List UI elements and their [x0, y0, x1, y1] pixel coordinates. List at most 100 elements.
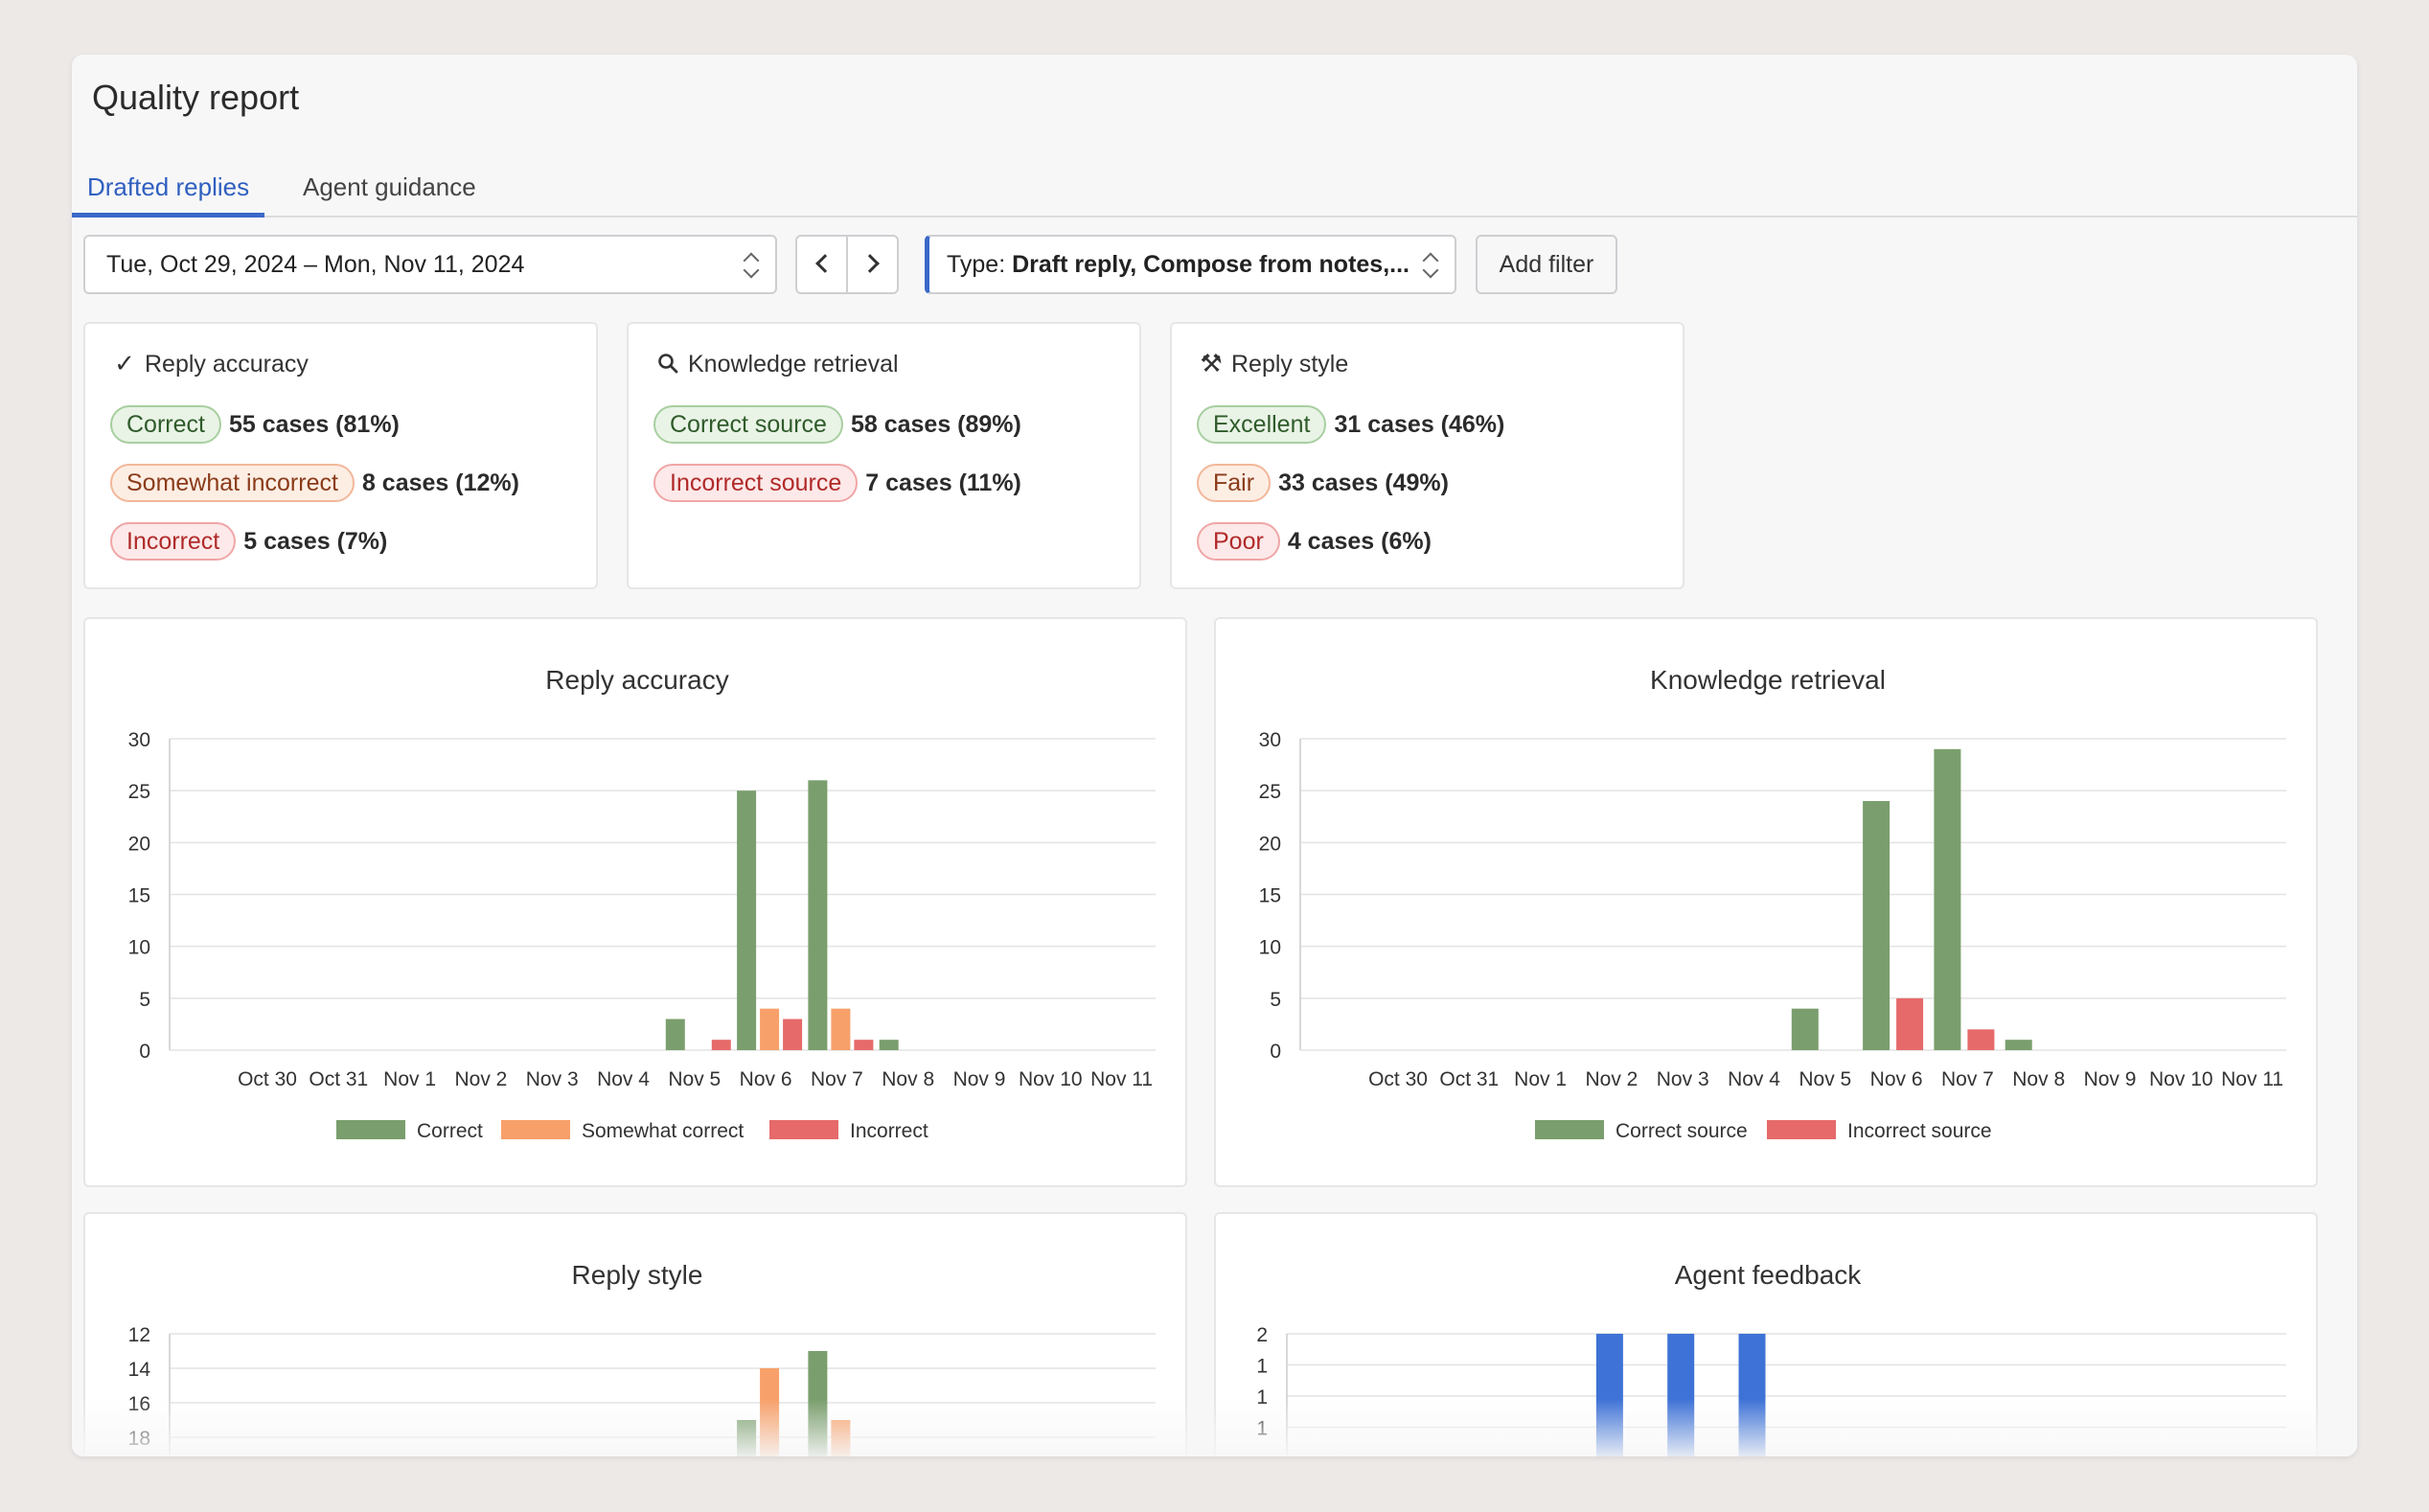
- x-tick-label: Nov 4: [1728, 1068, 1780, 1090]
- x-tick-label: Nov 1: [383, 1068, 436, 1090]
- x-tick-label: Nov 6: [740, 1068, 792, 1090]
- x-tick-label: Oct 30: [238, 1068, 297, 1090]
- tab-bar: Drafted replies Agent guidance: [72, 150, 2357, 218]
- x-tick-label: Nov 4: [597, 1068, 650, 1090]
- bar: [1896, 997, 1924, 1050]
- status-badge: Incorrect: [110, 522, 237, 561]
- bar: [737, 790, 757, 1050]
- type-filter-select[interactable]: Type: Draft reply, Compose from notes,..…: [925, 235, 1456, 294]
- page-title: Quality report: [92, 78, 300, 117]
- tab-agent-guidance[interactable]: Agent guidance: [303, 172, 476, 201]
- y-tick-label: 15: [1259, 885, 1281, 907]
- summary-card-reply-accuracy: ✓ Reply accuracy Correct 55 cases (81%) So…: [83, 322, 598, 589]
- legend-swatch: [1535, 1120, 1604, 1139]
- summary-row: Fair 33 cases (49%): [1197, 464, 1449, 504]
- status-badge: Correct source: [653, 405, 843, 444]
- card-header: Knowledge retrieval: [653, 349, 899, 378]
- reply-accuracy-chart: Reply accuracy 0 5 10 15 20 25 30 Oct 30 Oct 31 No…: [128, 665, 1156, 1142]
- y-tick-label: 1: [1256, 1356, 1268, 1378]
- bar: [1791, 1008, 1819, 1050]
- chevron-right-icon: [860, 254, 880, 273]
- case-count: 4 cases (6%): [1287, 527, 1432, 555]
- y-tick-label: 10: [1259, 937, 1281, 959]
- y-tick-label: 14: [128, 1359, 151, 1381]
- y-tick-label: 30: [128, 729, 150, 751]
- case-count: 5 cases (7%): [243, 527, 388, 555]
- date-range-select[interactable]: Tue, Oct 29, 2024 – Mon, Nov 11, 2024: [83, 235, 777, 294]
- chart-card-agent-feedback: Agent feedback 2 1 1 1: [1214, 1212, 2318, 1456]
- x-tick-label: Nov 10: [1019, 1068, 1083, 1090]
- chart-card-reply-style: Reply style 12 14 16 18: [83, 1212, 1187, 1456]
- bar: [1967, 1029, 1995, 1050]
- y-tick-label: 0: [139, 1041, 150, 1063]
- status-badge: Fair: [1197, 464, 1272, 502]
- x-tick-label: Nov 2: [454, 1068, 507, 1090]
- legend-label: Incorrect: [850, 1120, 928, 1142]
- add-filter-button[interactable]: Add filter: [1476, 235, 1617, 294]
- summary-row: Poor 4 cases (6%): [1197, 522, 1432, 562]
- bar: [1738, 1334, 1766, 1456]
- x-tick-label: Oct 30: [1368, 1068, 1428, 1090]
- knowledge-retrieval-chart: Knowledge retrieval 0 5 10 15 20 25 30 Oct 30 Oct…: [1259, 665, 2286, 1142]
- type-filter-label: Type:: [947, 251, 1006, 278]
- status-badge: Excellent: [1197, 405, 1327, 444]
- x-tick-label: Nov 8: [2012, 1068, 2065, 1090]
- x-tick-label: Nov 11: [2221, 1068, 2283, 1090]
- filter-toolbar: Tue, Oct 29, 2024 – Mon, Nov 11, 2024 Ty…: [72, 235, 2357, 296]
- y-tick-label: 30: [1259, 729, 1281, 751]
- summary-row: Incorrect source 7 cases (11%): [653, 464, 1021, 504]
- case-count: 58 cases (89%): [850, 410, 1021, 438]
- x-tick-label: Oct 31: [1439, 1068, 1499, 1090]
- chart-card-knowledge-retrieval: Knowledge retrieval 0 5 10 15 20 25 30 Oct 30 Oct…: [1214, 617, 2318, 1187]
- card-header: ✓ Reply accuracy: [110, 349, 309, 378]
- chart-title: Knowledge retrieval: [1650, 665, 1886, 695]
- y-tick-label: 5: [139, 989, 150, 1011]
- x-tick-label: Nov 3: [526, 1068, 579, 1090]
- legend-label: Correct source: [1616, 1120, 1748, 1142]
- date-navigation: [795, 235, 899, 294]
- x-tick-label: Nov 5: [1799, 1068, 1851, 1090]
- y-tick-label: 15: [128, 885, 150, 907]
- tools-icon: ⚒: [1200, 349, 1223, 378]
- agent-feedback-chart: Agent feedback 2 1 1 1: [1256, 1260, 2286, 1456]
- card-title: Knowledge retrieval: [688, 351, 899, 378]
- x-tick-label: Nov 5: [668, 1068, 721, 1090]
- y-tick-label: 25: [1259, 781, 1281, 803]
- x-tick-label: Nov 11: [1090, 1068, 1153, 1090]
- legend-swatch: [336, 1120, 405, 1139]
- y-tick-label: 0: [1270, 1041, 1281, 1063]
- y-tick-label: 2: [1256, 1324, 1268, 1346]
- y-tick-label: 10: [128, 937, 150, 959]
- bar: [879, 1040, 899, 1050]
- status-badge: Poor: [1197, 522, 1280, 561]
- y-tick-label: 1: [1256, 1418, 1268, 1440]
- bar: [831, 1420, 851, 1456]
- check-icon: ✓: [114, 349, 135, 378]
- status-badge: Incorrect source: [653, 464, 859, 502]
- chart-title: Agent feedback: [1675, 1260, 1863, 1290]
- bar: [808, 1351, 828, 1456]
- summary-row: Excellent 31 cases (46%): [1197, 405, 1504, 446]
- bar: [831, 1008, 851, 1050]
- type-filter-value: Draft reply, Compose from notes,...: [1012, 251, 1409, 278]
- legend-label: Incorrect source: [1847, 1120, 1992, 1142]
- bar: [737, 1420, 757, 1456]
- card-title: Reply accuracy: [145, 351, 309, 378]
- x-tick-label: Nov 7: [811, 1068, 863, 1090]
- x-tick-label: Oct 31: [309, 1068, 368, 1090]
- y-tick-label: 25: [128, 781, 150, 803]
- previous-period-button[interactable]: [797, 237, 848, 292]
- tab-drafted-replies[interactable]: Drafted replies: [72, 150, 265, 218]
- case-count: 7 cases (11%): [865, 469, 1021, 496]
- status-badge: Correct: [110, 405, 221, 444]
- next-period-button[interactable]: [848, 237, 899, 292]
- y-tick-label: 12: [128, 1324, 150, 1346]
- bar: [1863, 801, 1890, 1050]
- summary-row: Incorrect 5 cases (7%): [110, 522, 387, 562]
- status-badge: Somewhat incorrect: [110, 464, 355, 502]
- bar: [854, 1040, 874, 1050]
- y-tick-label: 16: [128, 1393, 150, 1415]
- card-header: ⚒ Reply style: [1197, 349, 1348, 378]
- legend-label: Somewhat correct: [582, 1120, 744, 1142]
- x-tick-label: Nov 10: [2149, 1068, 2213, 1090]
